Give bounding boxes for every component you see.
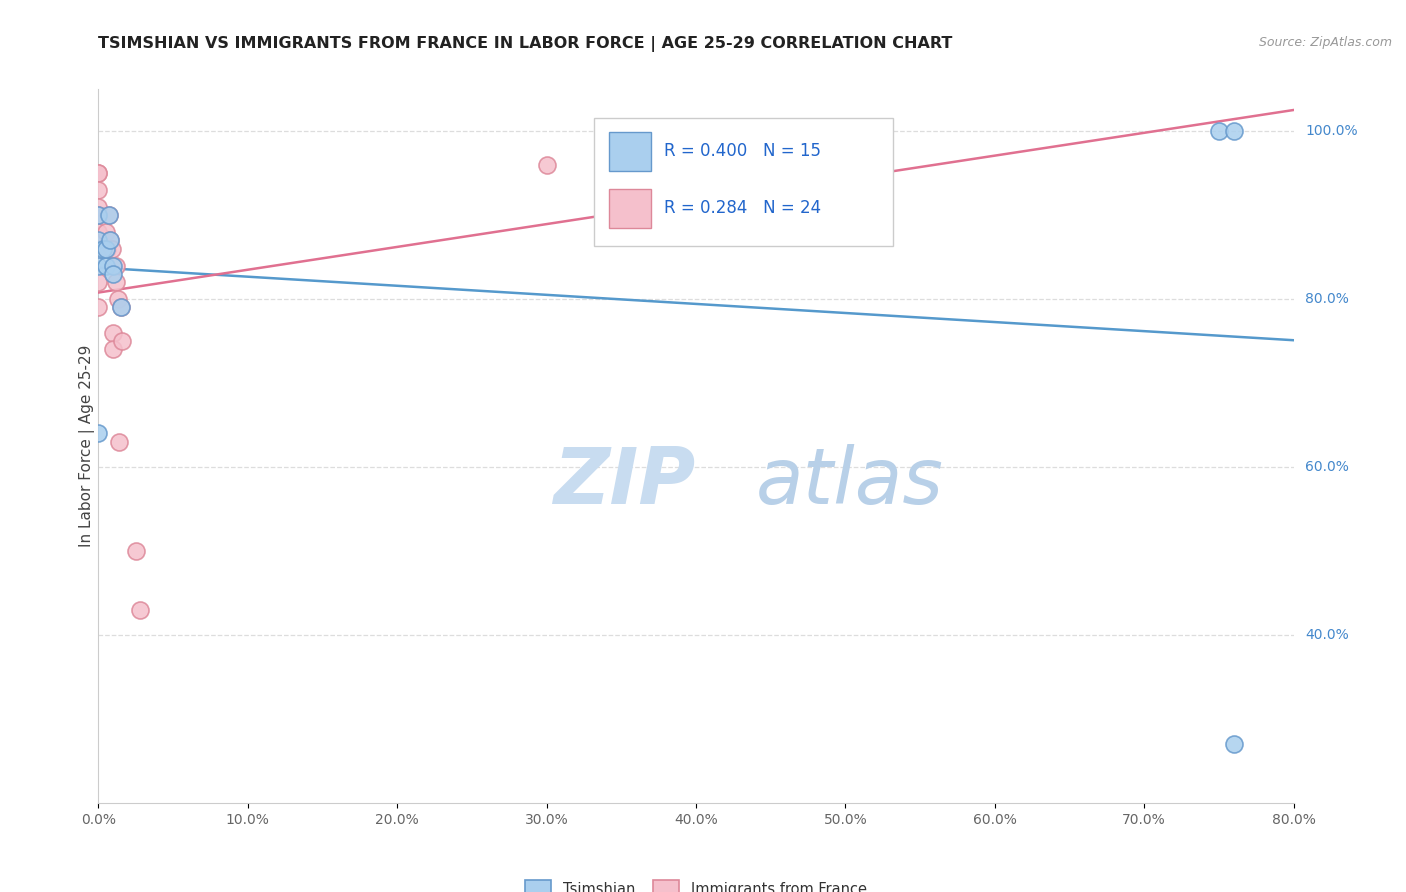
Point	[94, 242, 117, 256]
Text: ZIP: ZIP	[553, 443, 695, 520]
Point	[87, 426, 110, 441]
Point	[536, 158, 558, 172]
Point	[110, 301, 132, 315]
Point	[97, 208, 120, 222]
Point	[110, 301, 132, 315]
Point	[1223, 124, 1246, 138]
Point	[103, 326, 125, 340]
Point	[105, 259, 128, 273]
Point	[87, 208, 110, 222]
Point	[103, 343, 125, 357]
Point	[87, 166, 110, 180]
Text: 60.0%: 60.0%	[1305, 460, 1350, 474]
FancyBboxPatch shape	[595, 118, 893, 246]
Point	[87, 275, 110, 289]
Point	[111, 334, 134, 348]
Point	[125, 544, 148, 558]
Y-axis label: In Labor Force | Age 25-29: In Labor Force | Age 25-29	[79, 345, 96, 547]
Point	[87, 200, 110, 214]
Point	[87, 225, 110, 239]
Text: R = 0.284   N = 24: R = 0.284 N = 24	[664, 200, 821, 218]
Point	[129, 603, 152, 617]
Text: atlas: atlas	[756, 443, 943, 520]
Text: 40.0%: 40.0%	[1305, 628, 1350, 642]
Point	[1208, 124, 1230, 138]
Point	[87, 208, 110, 222]
Point	[87, 233, 110, 247]
Point	[101, 242, 124, 256]
Point	[94, 259, 117, 273]
Point	[98, 233, 122, 247]
Point	[94, 225, 117, 239]
Legend: Tsimshian, Immigrants from France: Tsimshian, Immigrants from France	[519, 874, 873, 892]
Text: TSIMSHIAN VS IMMIGRANTS FROM FRANCE IN LABOR FORCE | AGE 25-29 CORRELATION CHART: TSIMSHIAN VS IMMIGRANTS FROM FRANCE IN L…	[98, 36, 953, 52]
Point	[87, 183, 110, 197]
Point	[97, 208, 120, 222]
Point	[87, 259, 110, 273]
Point	[103, 267, 125, 281]
Bar	[609, 189, 651, 228]
Text: R = 0.400   N = 15: R = 0.400 N = 15	[664, 143, 821, 161]
Text: 80.0%: 80.0%	[1305, 292, 1350, 306]
Point	[96, 242, 118, 256]
Point	[108, 434, 131, 449]
Point	[1223, 737, 1246, 751]
Point	[91, 242, 114, 256]
Point	[103, 259, 125, 273]
Point	[98, 233, 122, 247]
Text: Source: ZipAtlas.com: Source: ZipAtlas.com	[1258, 36, 1392, 49]
Point	[107, 292, 129, 306]
Text: 100.0%: 100.0%	[1305, 124, 1358, 138]
Point	[105, 275, 128, 289]
Bar	[609, 132, 651, 171]
Point	[87, 301, 110, 315]
Point	[87, 166, 110, 180]
